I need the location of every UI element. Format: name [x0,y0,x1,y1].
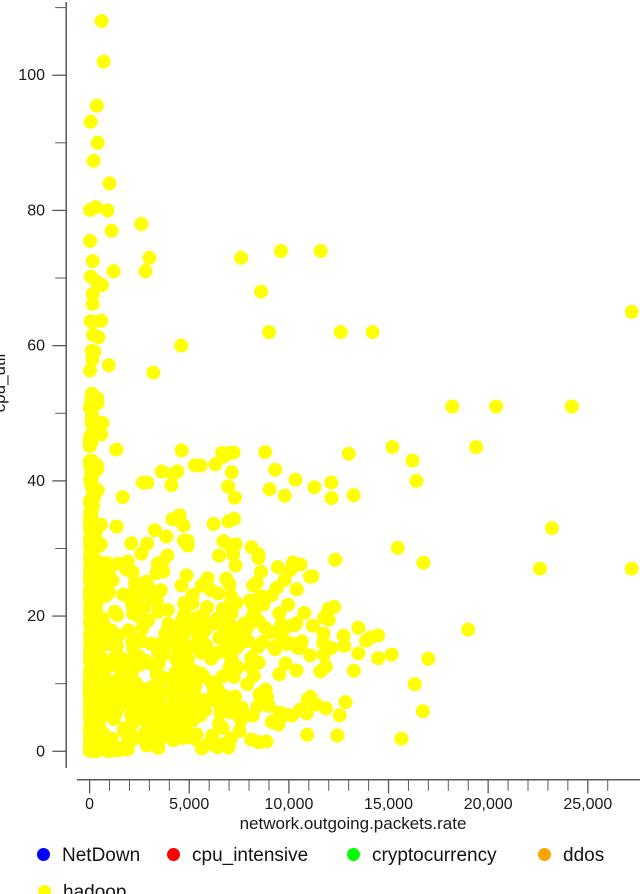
svg-text:15,000: 15,000 [364,796,413,813]
svg-text:0: 0 [85,796,94,813]
svg-text:25,000: 25,000 [563,796,612,813]
svg-text:10,000: 10,000 [264,796,313,813]
svg-text:0: 0 [36,743,45,760]
svg-text:100: 100 [18,67,45,84]
svg-text:20,000: 20,000 [464,796,513,813]
svg-text:40: 40 [27,473,45,490]
svg-text:60: 60 [27,338,45,355]
svg-text:20: 20 [27,608,45,625]
svg-text:5,000: 5,000 [169,796,209,813]
svg-text:80: 80 [27,202,45,219]
